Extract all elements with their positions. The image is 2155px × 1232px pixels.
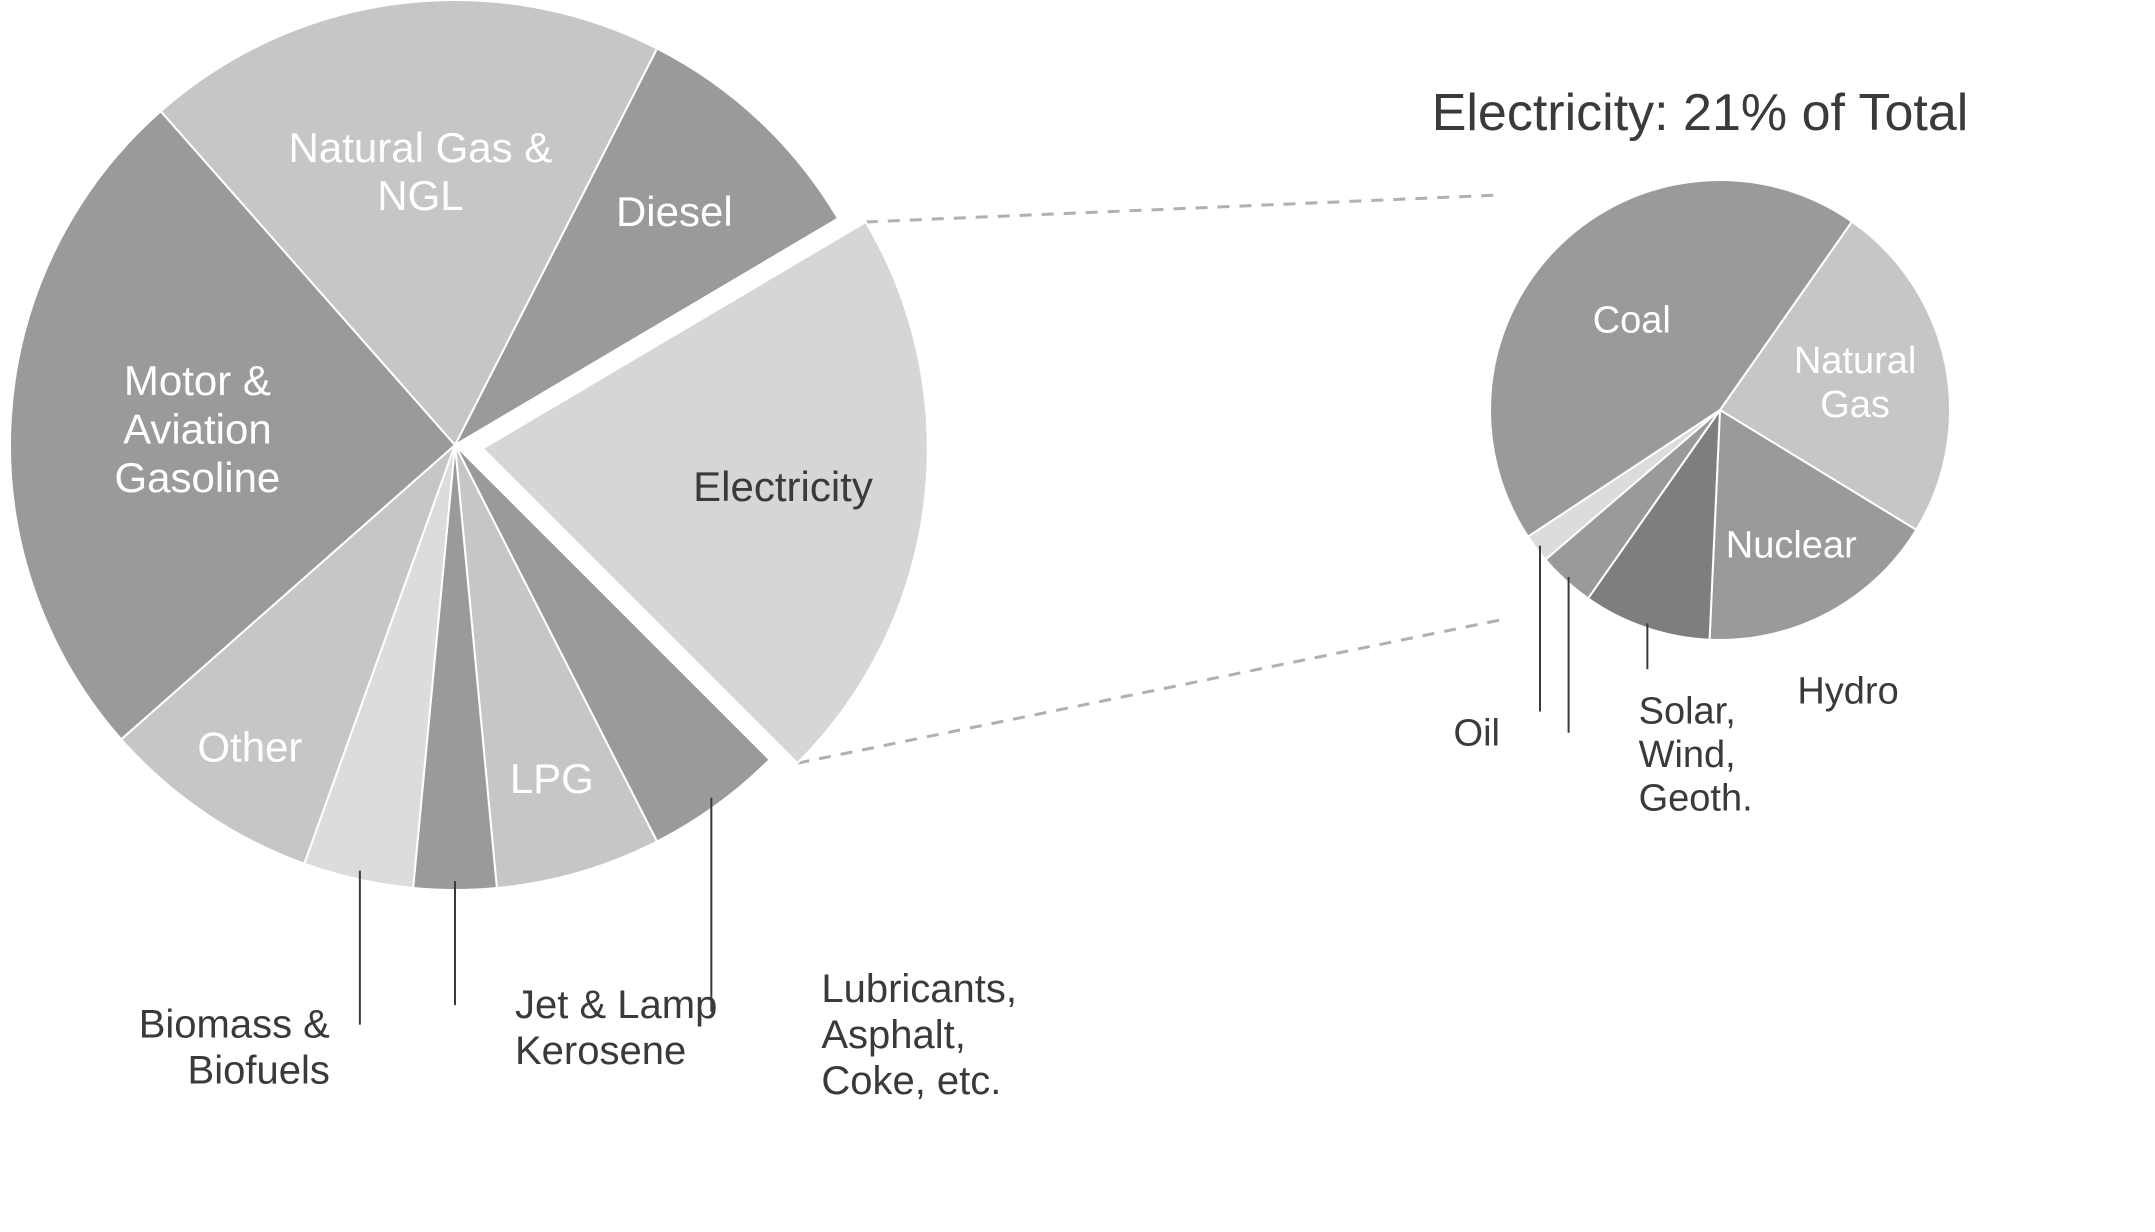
- main-pie-label-7: Motor &AviationGasoline: [115, 357, 281, 501]
- main-pie-label-3: LPG: [510, 755, 594, 802]
- sub-pie-ext-label-2: Hydro: [1797, 670, 1898, 712]
- main-pie-label-1: Electricity: [693, 463, 873, 510]
- main-pie-label-0: Diesel: [616, 188, 733, 235]
- main-pie-label-6: Other: [197, 724, 302, 771]
- sub-pie-label-5: Coal: [1593, 300, 1671, 342]
- sub-pie-label-1: Nuclear: [1726, 524, 1857, 566]
- main-pie-ext-label-4: Jet & LampKerosene: [515, 983, 717, 1073]
- connector-1: [797, 620, 1500, 763]
- main-pie-ext-label-5: Biomass &Biofuels: [139, 1003, 330, 1093]
- chart-title: Electricity: 21% of Total: [1432, 84, 1969, 142]
- connector-0: [866, 195, 1500, 222]
- sub-pie-ext-label-4: Oil: [1454, 713, 1500, 755]
- main-pie-ext-label-2: Lubricants,Asphalt,Coke, etc.: [821, 967, 1017, 1103]
- sub-pie-ext-label-3: Solar,Wind,Geoth.: [1639, 690, 1753, 819]
- chart-canvas: Diesel Electricity Lubricants,Asphalt,Coke…: [0, 0, 2155, 1232]
